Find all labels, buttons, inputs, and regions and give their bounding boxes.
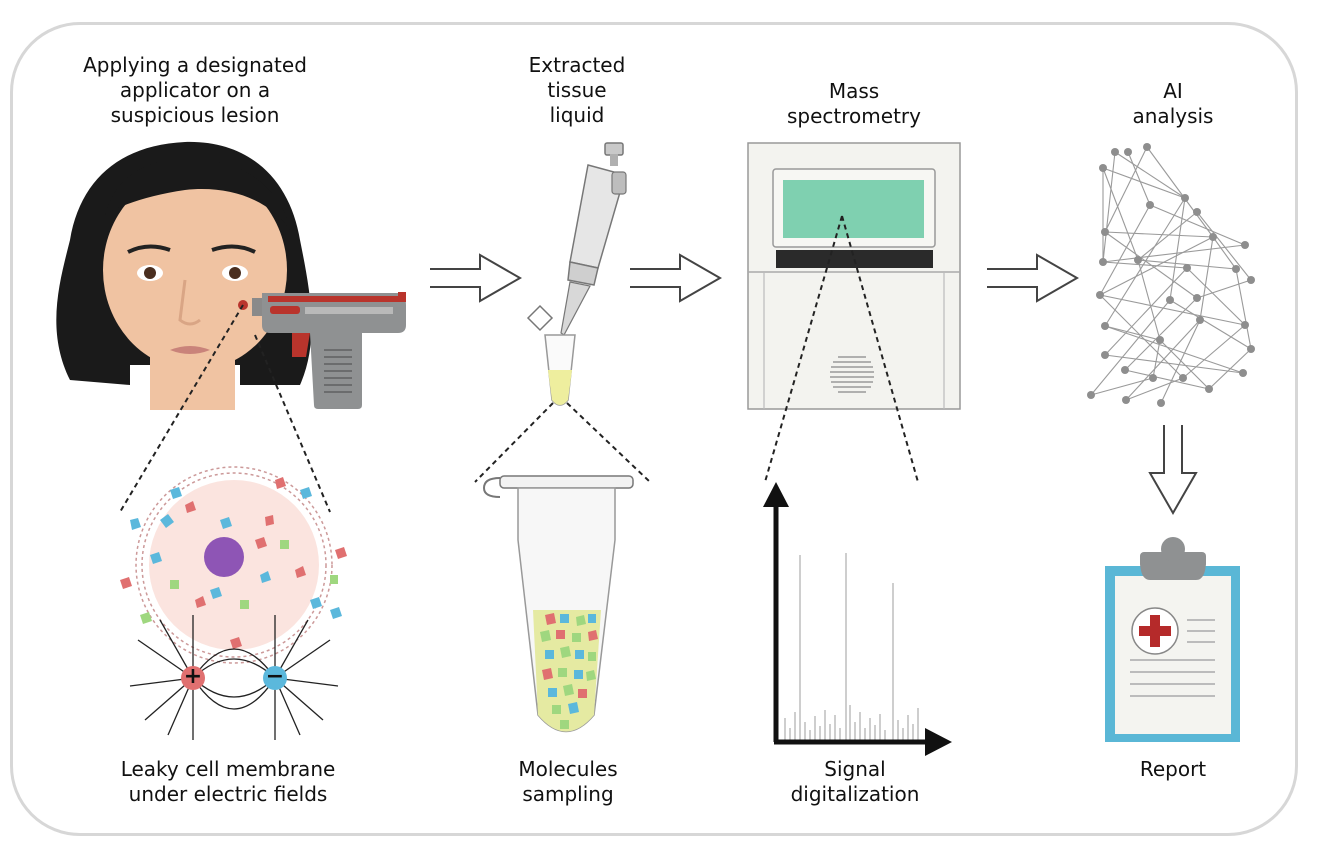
- neural-network-icon: [1087, 143, 1255, 407]
- clipboard-report-icon: [1105, 537, 1240, 742]
- cell-membrane-illustration: [120, 466, 347, 740]
- label-mass-spectrometry: Mass spectrometry: [787, 79, 921, 128]
- label-report: Report: [1139, 757, 1207, 781]
- label-applicator: Applying a designated applicator on a su…: [83, 53, 307, 127]
- negative-charge-sign: −: [265, 664, 285, 689]
- arrow-right-icon: [987, 253, 1080, 303]
- applicator-gun-icon: [252, 292, 406, 409]
- zoom-lines-tube: [474, 402, 651, 483]
- arrow-right-icon: [630, 253, 723, 303]
- zoom-lines-lesion: [119, 304, 331, 513]
- spectrum-plot: [763, 482, 952, 756]
- positive-charge: [181, 666, 205, 690]
- pipette-icon: [526, 142, 627, 406]
- label-leaky-cell-membrane: Leaky cell membrane under electric field…: [120, 757, 336, 806]
- zoom-lines-spectrometer: [764, 215, 919, 483]
- woman-face-icon: [56, 141, 312, 410]
- tube-icon: [482, 475, 634, 733]
- label-extracted-tissue-liquid: Extracted tissue liquid: [528, 53, 626, 127]
- arrow-down-icon: [1148, 425, 1198, 516]
- molecules-tube: [540, 613, 598, 729]
- mass-spectrometer-icon: [747, 142, 961, 410]
- label-molecules-sampling: Molecules sampling: [518, 757, 618, 806]
- arrow-right-icon: [430, 253, 523, 303]
- positive-charge-sign: +: [183, 664, 203, 689]
- negative-charge: [263, 666, 287, 690]
- molecules-cell: [120, 477, 347, 649]
- label-ai-analysis: AI analysis: [1132, 79, 1214, 128]
- label-signal-digitalization: Signal digitalization: [790, 757, 920, 806]
- rounded-frame: [10, 22, 1298, 836]
